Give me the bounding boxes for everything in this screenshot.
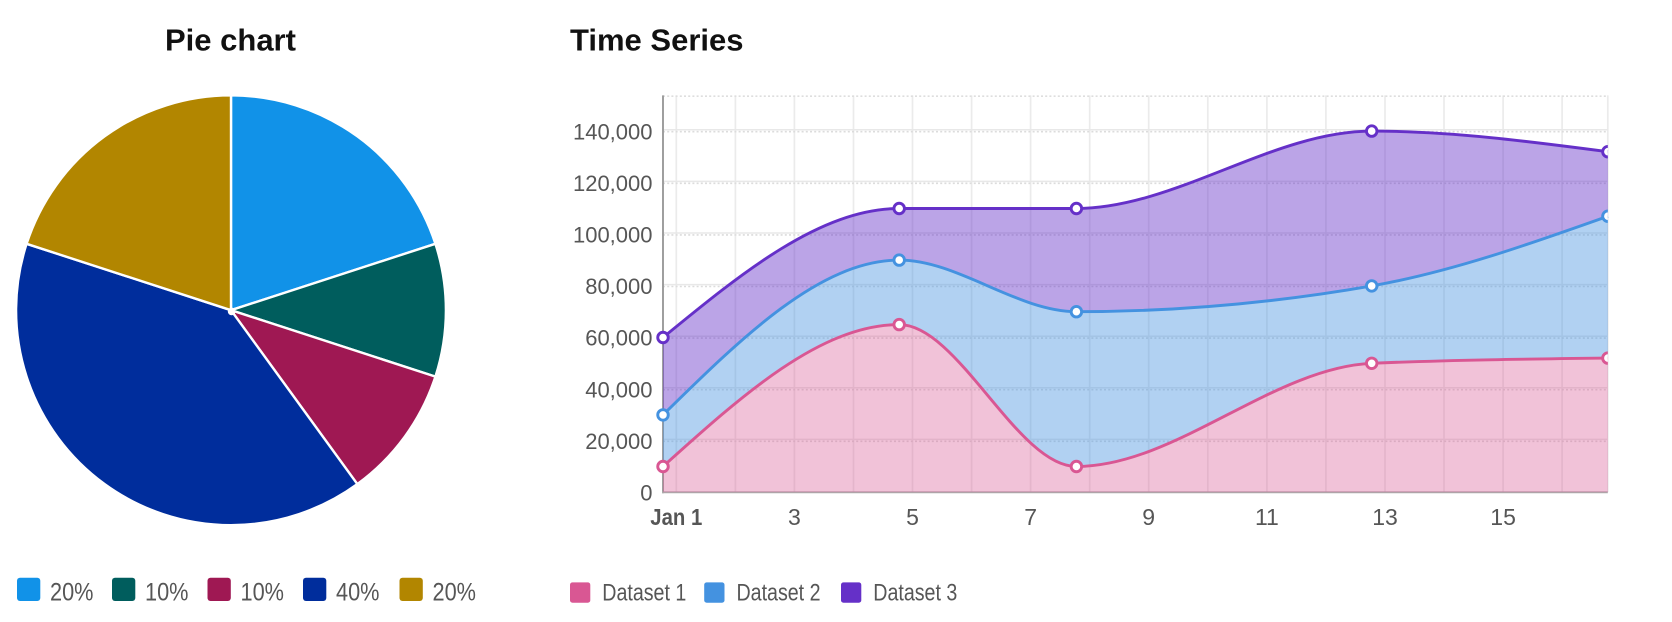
svg-text:80,000: 80,000 <box>585 274 652 299</box>
svg-text:40%: 40% <box>336 579 380 607</box>
svg-text:0: 0 <box>640 481 652 506</box>
svg-text:40,000: 40,000 <box>585 377 652 402</box>
svg-text:10%: 10% <box>145 579 189 607</box>
svg-text:7: 7 <box>1024 504 1037 530</box>
svg-text:Pie chart: Pie chart <box>165 23 296 58</box>
svg-text:100,000: 100,000 <box>573 223 653 248</box>
svg-text:Dataset 3: Dataset 3 <box>873 580 957 607</box>
svg-text:Dataset 1: Dataset 1 <box>602 580 686 607</box>
svg-text:Dataset 2: Dataset 2 <box>737 580 821 607</box>
svg-text:120,000: 120,000 <box>573 171 653 196</box>
svg-text:20,000: 20,000 <box>585 429 652 454</box>
svg-text:Jan 1: Jan 1 <box>650 504 702 530</box>
svg-text:9: 9 <box>1142 504 1155 530</box>
svg-text:11: 11 <box>1255 504 1279 530</box>
svg-text:3: 3 <box>788 504 801 530</box>
svg-text:20%: 20% <box>433 579 477 607</box>
svg-text:20%: 20% <box>50 579 94 607</box>
svg-text:Time Series: Time Series <box>570 23 743 58</box>
svg-text:13: 13 <box>1372 504 1398 530</box>
svg-text:60,000: 60,000 <box>585 326 652 351</box>
svg-text:5: 5 <box>906 504 919 530</box>
svg-text:140,000: 140,000 <box>573 119 653 144</box>
svg-text:10%: 10% <box>241 579 285 607</box>
svg-text:15: 15 <box>1490 504 1516 530</box>
